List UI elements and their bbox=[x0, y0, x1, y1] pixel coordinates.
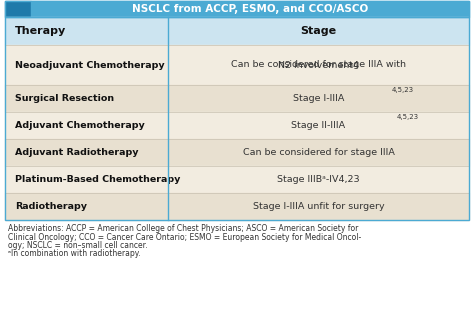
Bar bbox=[5, 85, 469, 112]
Bar bbox=[5, 112, 469, 139]
Text: NSCLC from ACCP, ESMO, and CCO/ASCO: NSCLC from ACCP, ESMO, and CCO/ASCO bbox=[132, 4, 368, 14]
Bar bbox=[5, 45, 469, 85]
Text: 4,5,23: 4,5,23 bbox=[391, 87, 413, 93]
Text: Can be considered for stage IIIA: Can be considered for stage IIIA bbox=[243, 148, 394, 157]
Text: Neoadjuvant Chemotherapy: Neoadjuvant Chemotherapy bbox=[15, 60, 164, 70]
Bar bbox=[5, 1, 469, 17]
Text: ᵃIn combination with radiotherapy.: ᵃIn combination with radiotherapy. bbox=[8, 250, 140, 258]
Text: Adjuvant Chemotherapy: Adjuvant Chemotherapy bbox=[15, 121, 145, 130]
Text: 4,5,23: 4,5,23 bbox=[396, 114, 419, 120]
Text: Stage I-IIIA unfit for surgery: Stage I-IIIA unfit for surgery bbox=[253, 202, 384, 211]
Bar bbox=[5, 17, 469, 45]
Text: Stage IIIBᵃ-IV4,23: Stage IIIBᵃ-IV4,23 bbox=[277, 175, 360, 184]
Bar bbox=[5, 1, 31, 17]
Text: Platinum-Based Chemotherapy: Platinum-Based Chemotherapy bbox=[15, 175, 181, 184]
Bar bbox=[31, 1, 469, 17]
Text: Surgical Resection: Surgical Resection bbox=[15, 94, 114, 103]
Bar bbox=[5, 193, 469, 220]
Text: Therapy: Therapy bbox=[15, 26, 66, 36]
Text: Clinical Oncology; CCO = Cancer Care Ontario; ESMO = European Society for Medica: Clinical Oncology; CCO = Cancer Care Ont… bbox=[8, 233, 361, 241]
Text: Adjuvant Radiotherapy: Adjuvant Radiotherapy bbox=[15, 148, 138, 157]
Text: ogy; NSCLC = non–small cell cancer.: ogy; NSCLC = non–small cell cancer. bbox=[8, 241, 147, 250]
Bar bbox=[5, 17, 469, 220]
Text: Can be considered for stage IIIA with: Can be considered for stage IIIA with bbox=[231, 60, 406, 69]
Text: Stage: Stage bbox=[301, 26, 337, 36]
Text: Abbreviations: ACCP = American College of Chest Physicians; ASCO = American Soci: Abbreviations: ACCP = American College o… bbox=[8, 224, 358, 233]
Bar bbox=[5, 139, 469, 166]
Text: N2 involvement4: N2 involvement4 bbox=[278, 61, 359, 70]
Bar bbox=[5, 166, 469, 193]
Text: Radiotherapy: Radiotherapy bbox=[15, 202, 87, 211]
Text: Stage II-IIIA: Stage II-IIIA bbox=[292, 121, 346, 130]
Text: Stage I-IIIA: Stage I-IIIA bbox=[293, 94, 344, 103]
